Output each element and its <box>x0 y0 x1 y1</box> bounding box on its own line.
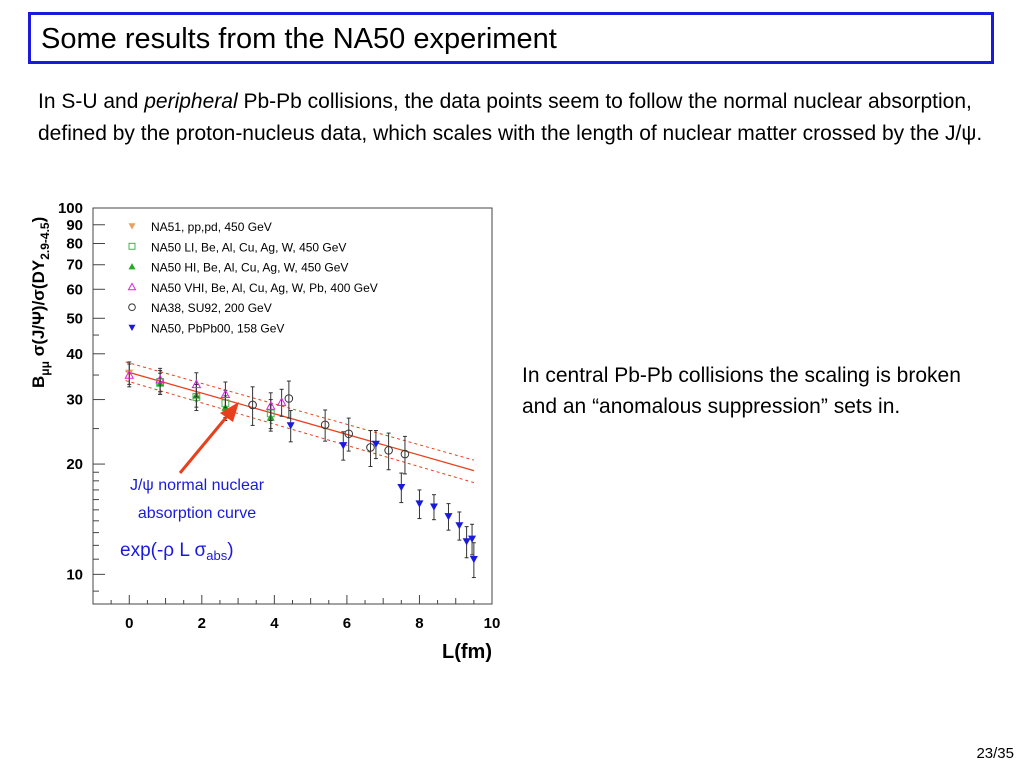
x-tick-label: 10 <box>484 615 501 632</box>
data-point-series-5 <box>371 440 380 448</box>
legend-marker <box>128 223 136 230</box>
data-point-series-4 <box>344 429 354 439</box>
legend-marker <box>128 303 136 312</box>
intro-text-end: Pb-Pb collisions, the data points seem t… <box>38 90 983 145</box>
legend-marker <box>128 242 136 250</box>
page-number: 23/35 <box>976 745 1014 762</box>
legend-marker <box>127 282 137 291</box>
data-point-series-5 <box>415 500 424 508</box>
data-point-series-5 <box>286 422 295 430</box>
x-tick-label: 6 <box>343 615 351 632</box>
data-point-series-4 <box>248 400 257 410</box>
intro-paragraph: In S-U and peripheral Pb-Pb collisions, … <box>38 86 998 150</box>
x-tick-label: 4 <box>270 615 279 632</box>
data-point-series-3 <box>265 401 276 410</box>
x-tick-label: 8 <box>415 615 423 632</box>
absorption-formula: exp(-ρ L σabs) <box>120 540 234 563</box>
curve-label-line1: J/ψ normal nuclear <box>130 477 265 494</box>
data-point-series-4 <box>366 443 375 452</box>
data-point-series-3 <box>220 389 231 399</box>
slide-title: Some results from the NA50 experiment <box>41 23 557 55</box>
data-point-series-4 <box>284 394 294 403</box>
side-paragraph: In central Pb-Pb collisions the scaling … <box>522 364 961 418</box>
legend-marker <box>128 324 136 331</box>
legend-entry: NA50, PbPb00, 158 GeV <box>151 322 284 336</box>
legend-entry: NA50 VHI, Be, Al, Cu, Ag, W, Pb, 400 GeV <box>151 281 378 295</box>
data-point-series-4 <box>384 446 393 455</box>
data-point-series-3 <box>124 370 135 379</box>
data-point-series-5 <box>468 535 477 543</box>
y-tick-label: 20 <box>66 456 83 473</box>
x-tick-label: 2 <box>198 615 206 632</box>
legend-entry: NA50 HI, Be, Al, Cu, Ag, W, 450 GeV <box>151 261 348 275</box>
y-tick-label: 10 <box>66 566 83 583</box>
y-tick-label: 70 <box>66 257 83 274</box>
y-tick-label: 80 <box>66 236 83 253</box>
y-tick-label: 40 <box>66 346 83 363</box>
fit-band-line <box>125 380 475 484</box>
data-point-series-4 <box>320 420 330 430</box>
fit-line <box>125 370 475 472</box>
y-tick-label: 100 <box>58 200 83 217</box>
x-tick-label: 0 <box>125 615 133 632</box>
legend-marker <box>128 263 136 270</box>
data-point-series-5 <box>397 483 406 492</box>
annotation-arrow-head <box>220 402 239 422</box>
data-point-series-3 <box>155 374 165 384</box>
data-point-series-3 <box>276 397 287 406</box>
data-point-series-5 <box>469 555 478 564</box>
intro-text-start: In S-U and <box>38 90 145 113</box>
intro-text-italic: peripheral <box>144 90 238 113</box>
data-point-series-5 <box>455 522 464 530</box>
y-tick-label: 30 <box>66 392 83 409</box>
data-point-series-4 <box>400 449 410 459</box>
y-tick-label: 50 <box>66 310 83 327</box>
legend-entry: NA51, pp,pd, 450 GeV <box>151 220 272 234</box>
y-tick-label: 60 <box>66 281 83 298</box>
legend-entry: NA50 LI, Be, Al, Cu, Ag, W, 450 GeV <box>151 240 346 254</box>
data-point-series-3 <box>191 379 202 389</box>
data-point-series-5 <box>462 538 471 546</box>
data-point-series-5 <box>339 442 348 450</box>
y-axis-label: Bμμ σ(J/Ψ)/σ(DY2.9-4.5) <box>29 217 52 388</box>
curve-label-line2: absorption curve <box>138 505 256 522</box>
data-point-series-5 <box>429 503 438 511</box>
legend-entry: NA38, SU92, 200 GeV <box>151 301 272 315</box>
slide-title-box: Some results from the NA50 experiment <box>28 12 994 64</box>
y-tick-label: 90 <box>66 217 83 234</box>
data-point-series-5 <box>444 513 453 521</box>
x-axis-label: L(fm) <box>442 641 492 663</box>
annotation-arrow-shaft <box>178 413 231 474</box>
fit-band-line <box>125 361 474 461</box>
